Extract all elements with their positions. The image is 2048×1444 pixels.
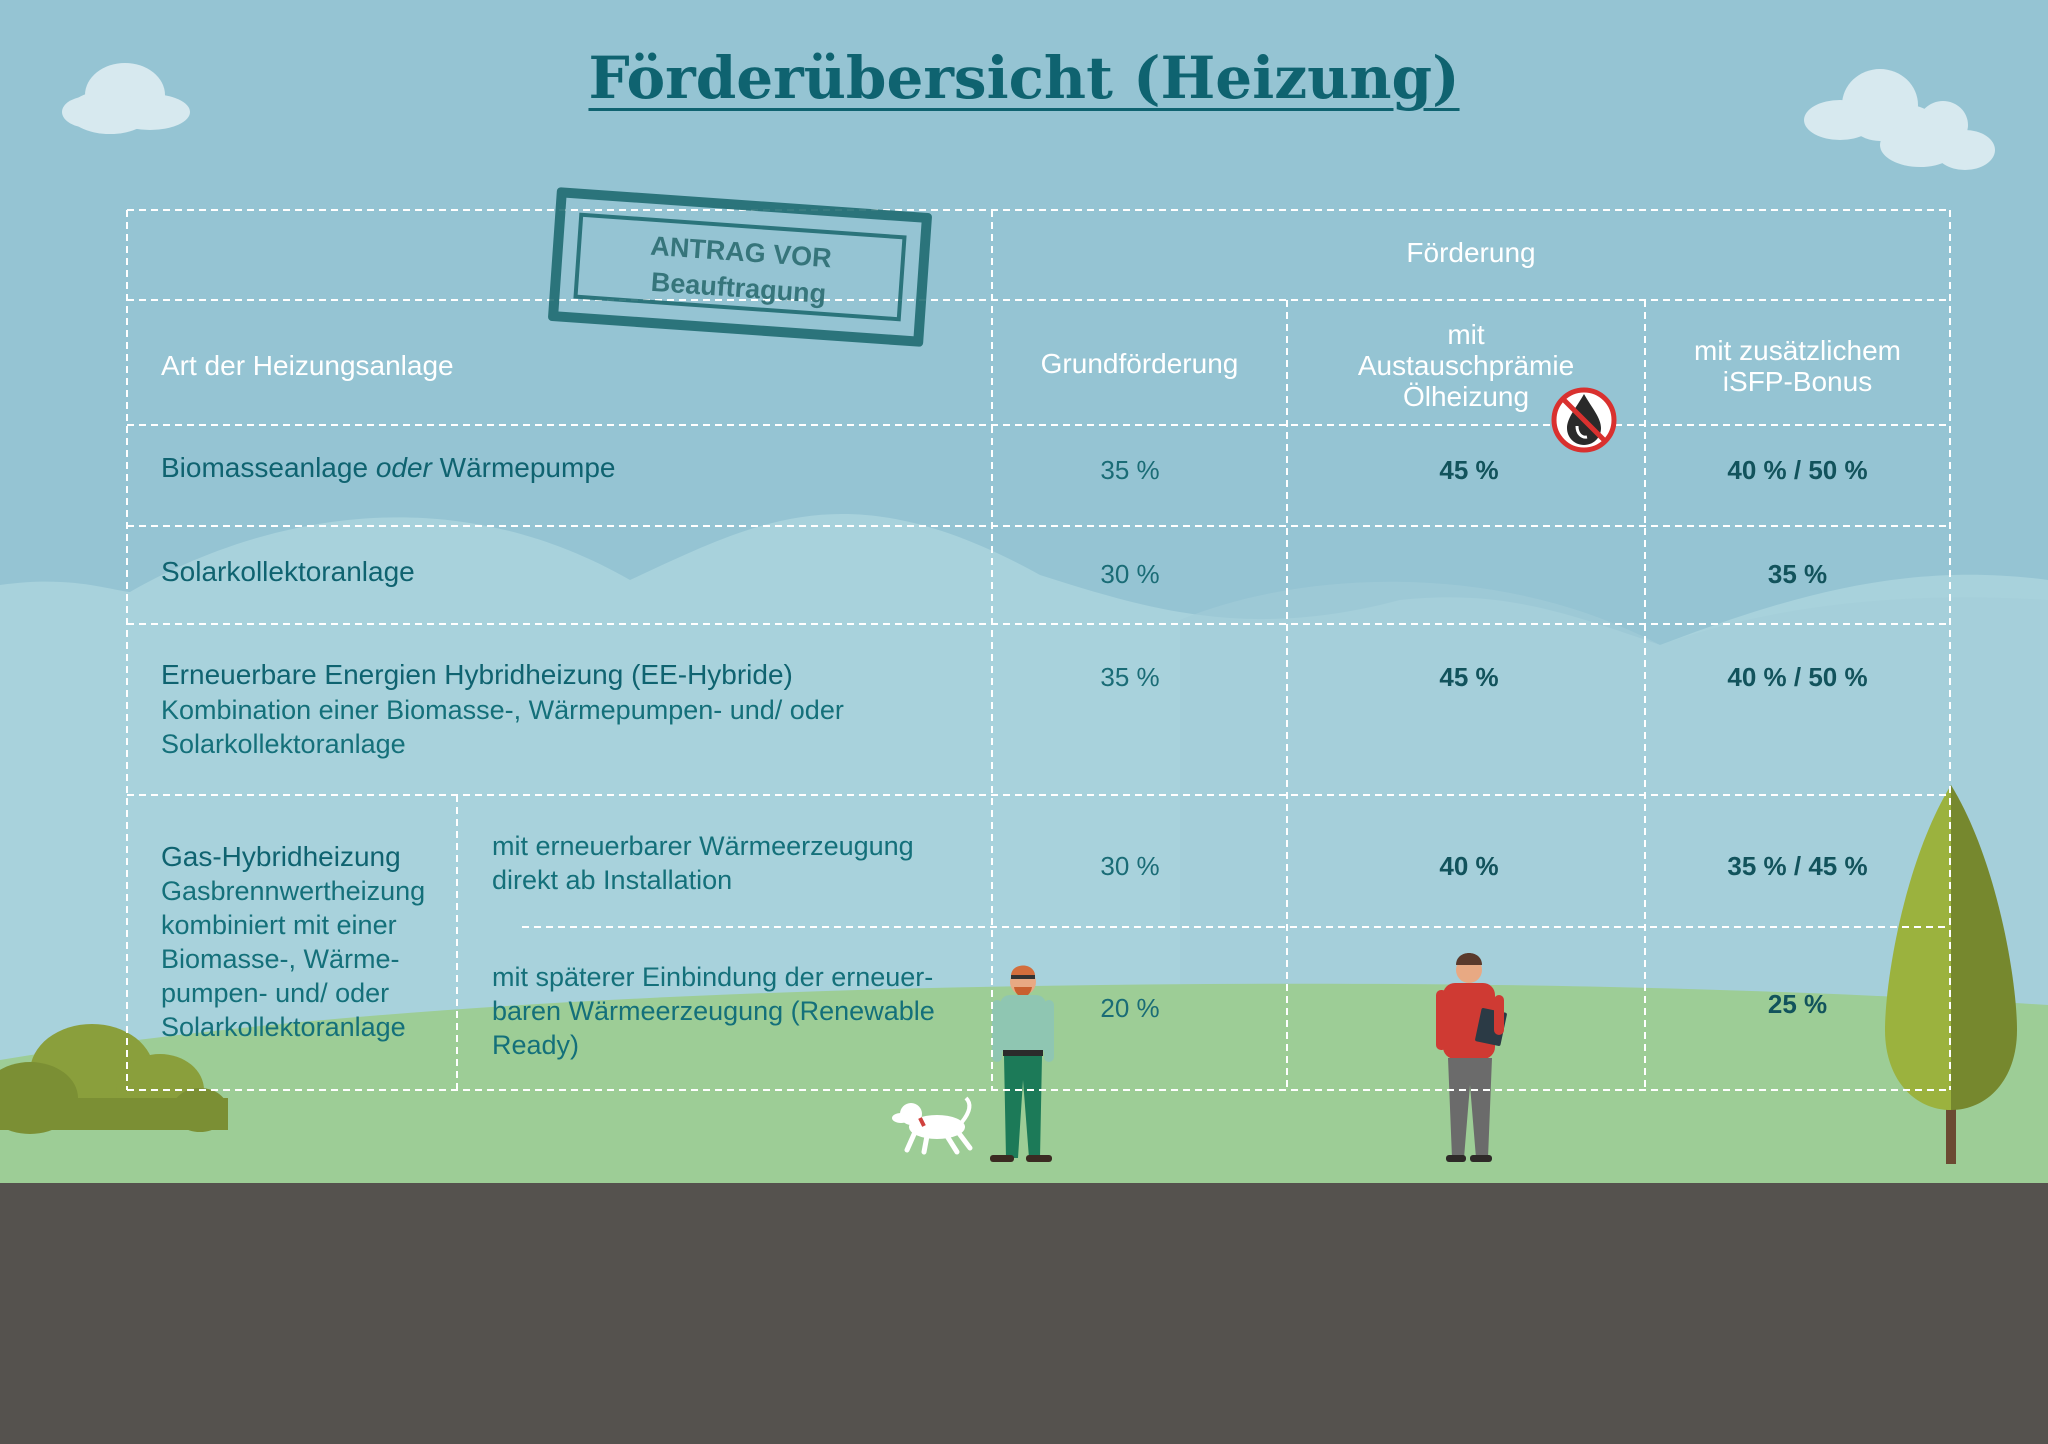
header-grundfoerderung: Grundförderung (1040, 348, 1239, 379)
row-gas-hybrid-sub1-grund: 30 % (1100, 851, 1160, 881)
row-gas-hybrid-desc-line-3: Biomasse-, Wärme- (161, 944, 400, 974)
header-austauschpraemie-line-3: Ölheizung (1402, 381, 1530, 412)
row-gas-hybrid-sub2-isfp: 25 % (1767, 989, 1828, 1019)
ground-strip (0, 1183, 2048, 1444)
row-gas-hybrid-sub1-label-line-2: direkt ab Installation (492, 865, 733, 895)
row-gas-hybrid-desc: Gasbrennwertheizung kombiniert mit einer… (161, 874, 451, 1044)
row-gas-hybrid-sub2-label-line-2: baren Wärmeerzeugung (Renewable (492, 996, 935, 1026)
header-isfp-line-2: iSFP-Bonus (1722, 366, 1873, 397)
tree-icon (1885, 785, 2017, 1164)
row-gas-hybrid-label: Gas-Hybridheizung (161, 841, 401, 872)
no-oil-icon (1551, 387, 1617, 453)
header-art-der-heizungsanlage: Art der Heizungsanlage (161, 350, 454, 381)
row-gas-hybrid-sub2-label-line-3: Ready) (492, 1030, 580, 1060)
row-biomasse-label-or: oder (375, 452, 432, 483)
row-ee-hybrid-desc: Kombination einer Biomasse-, Wärmepumpen… (161, 693, 981, 761)
person-with-clipboard-icon (1436, 953, 1507, 1162)
row-biomasse-grund: 35 % (1100, 455, 1160, 485)
row-gas-hybrid-sub2-grund: 20 % (1100, 993, 1160, 1023)
row-biomasse-label-b: Wärmepumpe (439, 452, 616, 483)
row-ee-hybrid-grund: 35 % (1100, 662, 1160, 692)
header-austauschpraemie-line-1: mit (1447, 319, 1485, 350)
row-gas-hybrid-desc-line-4: pumpen- und/ oder (161, 978, 390, 1008)
row-biomasse-label: Biomasseanlage oder Wärmepumpe (161, 451, 981, 485)
row-gas-hybrid-sub1-austausch: 40 % (1439, 851, 1499, 881)
row-ee-hybrid-desc-line-1: Kombination einer Biomasse-, Wärmepumpen… (161, 695, 844, 725)
row-biomasse-austausch: 45 % (1439, 455, 1499, 485)
header-isfp-line-1: mit zusätzlichem (1694, 335, 1901, 366)
row-biomasse-label-a: Biomasseanlage (161, 452, 369, 483)
row-gas-hybrid-sub2-label-line-1: mit späterer Einbindung der erneuer- (492, 962, 934, 992)
dog-icon (892, 1096, 973, 1155)
cloud-icon (62, 63, 190, 134)
row-solar-isfp: 35 % (1767, 559, 1828, 589)
header-isfp-bonus: mit zusätzlichem iSFP-Bonus (1645, 335, 1950, 397)
row-gas-hybrid-sub2-label: mit späterer Einbindung der erneuer- bar… (492, 960, 992, 1062)
table-grid (126, 209, 1951, 1091)
header-austauschpraemie-line-2: Austauschprämie (1357, 350, 1575, 381)
row-gas-hybrid-desc-line-5: Solarkollektoranlage (161, 1012, 406, 1042)
cloud-icon (1804, 69, 1995, 170)
row-gas-hybrid-sub1-label: mit erneuerbarer Wärmeerzeugung direkt a… (492, 829, 992, 897)
row-biomasse-isfp: 40 % / 50 % (1727, 455, 1868, 485)
page-title: Förderübersicht (Heizung) (588, 44, 1460, 112)
stamp: ANTRAG VOR Beauftragung (547, 187, 933, 347)
row-solar-grund: 30 % (1100, 559, 1160, 589)
row-ee-hybrid-desc-line-2: Solarkollektoranlage (161, 729, 406, 759)
row-solar-label: Solarkollektoranlage (161, 556, 415, 587)
person-with-dog-icon (990, 965, 1054, 1162)
row-gas-hybrid-sub1-isfp: 35 % / 45 % (1727, 851, 1868, 881)
row-gas-hybrid-sub1-label-line-1: mit erneuerbarer Wärmeerzeugung (492, 831, 914, 861)
row-ee-hybrid-label: Erneuerbare Energien Hybridheizung (EE-H… (161, 659, 793, 690)
row-gas-hybrid-desc-line-1: Gasbrennwertheizung (161, 876, 426, 906)
row-ee-hybrid-isfp: 40 % / 50 % (1727, 662, 1868, 692)
row-ee-hybrid-austausch: 45 % (1439, 662, 1499, 692)
row-gas-hybrid-desc-line-2: kombiniert mit einer (161, 910, 397, 940)
header-foerderung: Förderung (1406, 237, 1536, 268)
header-austauschpraemie: mit Austauschprämie Ölheizung (1287, 319, 1645, 412)
bush-icon (0, 1024, 228, 1134)
